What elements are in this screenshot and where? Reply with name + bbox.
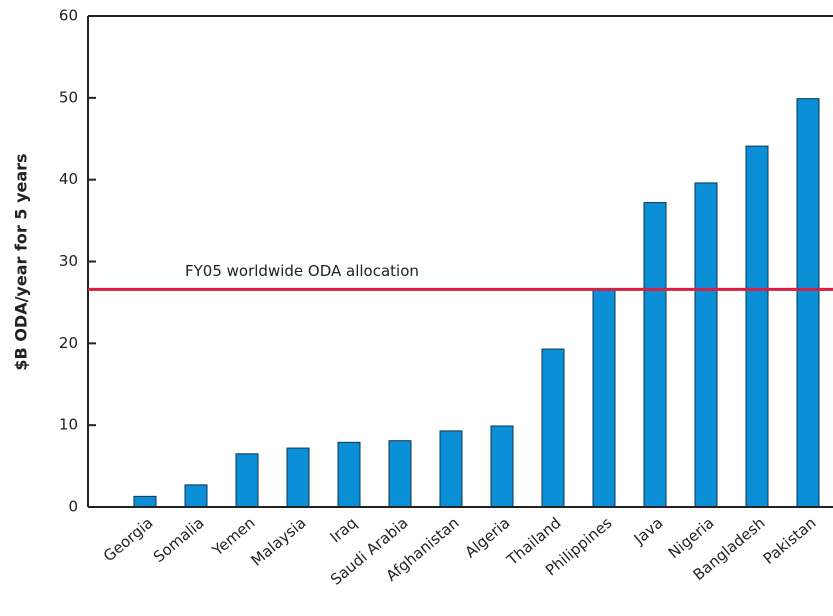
- bar: [745, 145, 769, 508]
- bar: [439, 430, 463, 508]
- x-tick-label: Somalia: [150, 514, 208, 566]
- bar: [337, 441, 361, 508]
- bar: [235, 453, 259, 508]
- bar: [694, 182, 718, 508]
- y-tick-label: 50: [59, 88, 78, 106]
- x-tick-label: Pakistan: [760, 514, 820, 568]
- bar: [490, 425, 514, 508]
- reference-label: FY05 worldwide ODA allocation: [185, 262, 419, 280]
- y-tick-label: 40: [59, 170, 78, 188]
- bar: [796, 98, 820, 508]
- y-tick-label: 0: [68, 498, 78, 516]
- bar: [388, 440, 412, 508]
- x-tick-label: Georgia: [100, 514, 157, 566]
- bar: [541, 348, 565, 508]
- x-tick-label: Iraq: [326, 514, 360, 547]
- y-axis-label: $B ODA/year for 5 years: [12, 153, 31, 370]
- y-tick-label: 20: [59, 334, 78, 352]
- y-tick-label: 30: [59, 252, 78, 270]
- bar: [592, 288, 616, 508]
- x-tick-label: Java: [630, 514, 667, 549]
- bar: [643, 202, 667, 508]
- y-tick-label: 60: [59, 7, 78, 25]
- bar: [133, 495, 157, 508]
- bar: [286, 447, 310, 508]
- x-tick-label: Malaysia: [248, 514, 310, 570]
- bar: [184, 484, 208, 508]
- y-tick-label: 10: [59, 416, 78, 434]
